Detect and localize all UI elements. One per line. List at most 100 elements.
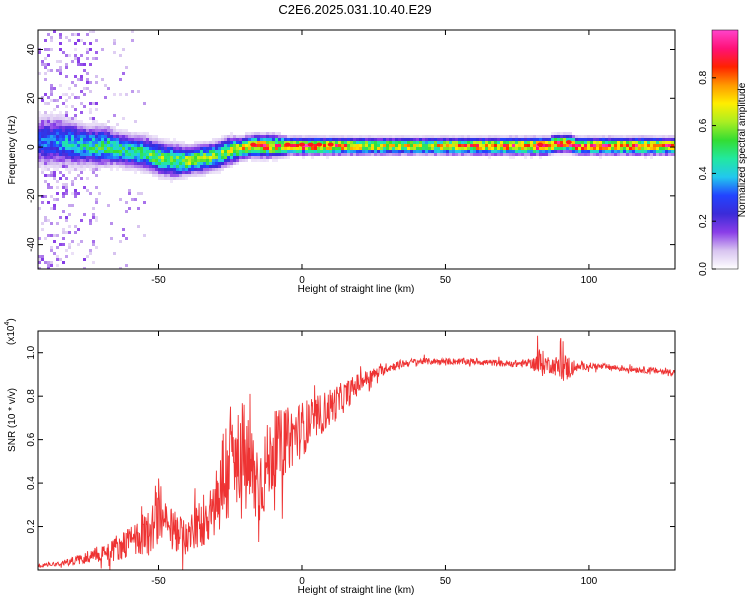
spectrogram-cell [437,141,440,144]
spectrogram-cell [92,240,95,243]
spectrogram-cell [146,168,149,171]
spectrogram-cell [593,135,596,138]
spectrogram-cell [65,168,68,171]
spectrogram-cell [86,138,89,141]
spectrogram-cell [467,147,470,150]
spectrogram-cell [176,162,179,165]
spectrogram-cell [149,150,152,153]
spectrogram-cell [575,144,578,147]
spectrogram-cell [275,141,278,144]
spectrogram-cell [377,153,380,156]
spectrogram-cell [443,147,446,150]
spectrogram-cell [122,234,125,237]
spectrogram-cell [131,150,134,153]
spectrogram-cell [272,132,275,135]
spectrogram-cell [464,141,467,144]
spectrogram-cell [59,216,62,219]
spectrogram-cell [143,135,146,138]
spectrogram-cell [560,135,563,138]
spectrogram-cell [605,153,608,156]
spectrogram-cell [161,153,164,156]
spectrogram-cell [143,171,146,174]
spectrogram-cell [539,147,542,150]
spectrogram-cell [590,153,593,156]
spectrogram-cell [59,120,62,123]
spectrogram-cell [50,261,53,264]
spectrogram-cell [74,33,77,36]
spectrogram-cell [341,144,344,147]
spectrogram-cell [260,147,263,150]
spectrogram-cell [254,153,257,156]
spectrogram-cell [419,138,422,141]
spectrogram-cell [401,141,404,144]
spectrogram-cell [44,129,47,132]
spectrogram-cell [530,141,533,144]
spectrogram-cell [143,132,146,135]
spectrogram-cell [122,141,125,144]
spectrogram-cell [497,147,500,150]
spectrogram-cell [89,117,92,120]
spectrogram-cell [74,162,77,165]
spectrogram-cell [566,150,569,153]
spectrogram-cell [479,147,482,150]
spectrogram-cell [218,168,221,171]
spectrogram-cell [362,138,365,141]
spectrogram-cell [323,144,326,147]
spectrogram-cell [398,135,401,138]
spectrogram-cell [44,156,47,159]
spectrogram-cell [497,144,500,147]
spectrogram-cell [191,150,194,153]
spectrogram-cell [209,168,212,171]
spectrogram-cell [41,144,44,147]
spectrogram-cell [143,234,146,237]
spectrogram-cell [74,144,77,147]
spectrogram-cell [653,138,656,141]
spectrogram-cell [104,123,107,126]
spectrogram-cell [206,153,209,156]
spectrogram-cell [122,132,125,135]
spectrogram-cell [224,141,227,144]
spectrogram-cell [47,183,50,186]
spectrogram-cell [494,153,497,156]
spectrogram-cell [44,168,47,171]
spectrogram-cell [554,141,557,144]
spectrogram-cell [542,135,545,138]
spectrogram-cell [143,102,146,105]
spectrogram-cell [185,147,188,150]
spectrogram-cell [95,129,98,132]
spectrogram-cell [83,105,86,108]
spectrogram-cell [656,153,659,156]
spectrogram-cell [626,141,629,144]
spectrogram-cell [524,150,527,153]
spectrogram-cell [77,63,80,66]
spectrogram-cell [545,138,548,141]
spectrogram-cell [86,156,89,159]
spectrogram-cell [407,150,410,153]
spectrogram-cell [245,138,248,141]
spectrogram-cell [503,153,506,156]
spectrogram-cell [224,162,227,165]
spectrogram-cell [125,135,128,138]
spectrogram-cell [419,144,422,147]
spectrogram-cell [158,174,161,177]
spectrogram-cell [203,165,206,168]
spectrogram-cell [80,141,83,144]
spectrogram-cell [209,159,212,162]
spectrogram-cell [47,147,50,150]
spectrogram-cell [317,138,320,141]
spectrogram-cell [128,168,131,171]
spectrogram-cell [359,144,362,147]
spectrogram-cell [158,159,161,162]
spectrogram-cell [155,174,158,177]
spectrogram-cell [278,144,281,147]
spectrogram-cell [53,162,56,165]
spectrogram-cell [374,150,377,153]
spectrogram-cell [77,159,80,162]
spectrogram-cell [89,162,92,165]
spectrogram-cell [563,150,566,153]
spectrogram-cell [215,150,218,153]
spectrogram-cell [65,219,68,222]
spectrogram-cell [122,156,125,159]
spectrogram-cell [383,135,386,138]
spectrogram-cell [671,138,674,141]
